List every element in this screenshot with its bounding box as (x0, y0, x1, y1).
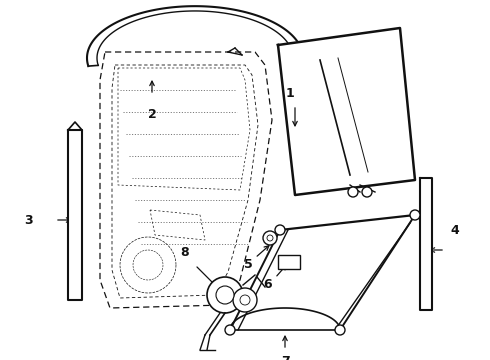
Text: 6: 6 (264, 279, 272, 292)
Polygon shape (278, 28, 415, 195)
Circle shape (263, 231, 277, 245)
Circle shape (410, 210, 420, 220)
Circle shape (267, 235, 273, 241)
Text: 3: 3 (24, 213, 32, 226)
Circle shape (225, 325, 235, 335)
Circle shape (275, 225, 285, 235)
Circle shape (240, 295, 250, 305)
Polygon shape (420, 178, 432, 310)
Text: 2: 2 (147, 108, 156, 121)
Text: 5: 5 (244, 258, 252, 271)
Circle shape (233, 288, 257, 312)
Bar (278, 255, 300, 269)
Circle shape (362, 187, 372, 197)
Circle shape (207, 277, 243, 313)
Text: 8: 8 (181, 247, 189, 260)
Circle shape (348, 187, 358, 197)
Circle shape (216, 286, 234, 304)
Text: 1: 1 (286, 87, 294, 100)
Polygon shape (68, 130, 82, 300)
Circle shape (335, 325, 345, 335)
Text: 4: 4 (451, 224, 460, 237)
Text: 7: 7 (281, 355, 290, 360)
